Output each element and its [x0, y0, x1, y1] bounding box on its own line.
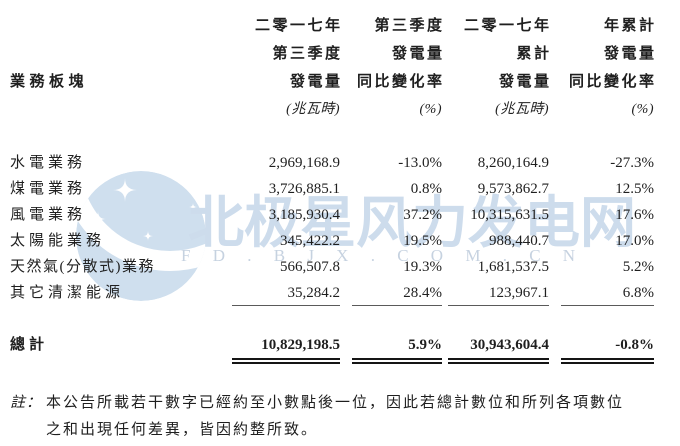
q3-generation-value: 345,422.2 — [280, 233, 340, 249]
footnote-prefix: 註： — [10, 395, 43, 411]
unit-label: (兆瓦時) — [286, 102, 340, 117]
q3-generation-value: 3,726,885.1 — [268, 181, 340, 197]
ytd-change-value: -27.3% — [610, 155, 654, 171]
unit-label: (兆瓦時) — [495, 102, 549, 117]
total-ytd-change: -0.8% — [561, 332, 654, 364]
q3-change-value: 37.2% — [403, 207, 442, 223]
ytd-change-value: 6.8% — [561, 280, 654, 306]
q3-change-value: 19.3% — [403, 259, 442, 275]
total-label: 總計 — [10, 337, 49, 353]
column-header-ytd-generation: 二零一七年 累計 發電量 (兆瓦時) — [442, 12, 549, 124]
ytd-generation-value: 988,440.7 — [489, 233, 549, 249]
row-label: 天然氣(分散式)業務 — [10, 259, 155, 275]
ytd-generation-value: 8,260,164.9 — [477, 155, 549, 171]
total-q3-generation: 10,829,198.5 — [232, 332, 340, 364]
q3-generation-value: 3,185,930.4 — [268, 207, 340, 223]
q3-generation-value: 35,284.2 — [232, 280, 340, 306]
ytd-generation-value: 123,967.1 — [448, 280, 549, 306]
q3-change-value: -13.0% — [398, 155, 442, 171]
total-ytd-generation: 30,943,604.4 — [448, 332, 549, 364]
column-header-q3-change: 第三季度 發電量 同比變化率 (%) — [340, 12, 442, 124]
column-header-segment: 業務板塊 — [10, 74, 89, 90]
q3-generation-value: 2,969,168.9 — [268, 155, 340, 171]
column-header-ytd-change: 年累計 發電量 同比變化率 (%) — [549, 12, 654, 124]
ytd-change-value: 12.5% — [615, 181, 654, 197]
total-q3-change: 5.9% — [352, 332, 442, 364]
ytd-generation-value: 10,315,631.5 — [470, 207, 549, 223]
q3-change-value: 28.4% — [352, 280, 442, 306]
ytd-generation-value: 9,573,862.7 — [477, 181, 549, 197]
ytd-change-value: 5.2% — [622, 259, 654, 275]
q3-change-value: 19.5% — [403, 233, 442, 249]
ytd-generation-value: 1,681,537.5 — [477, 259, 549, 275]
ytd-change-value: 17.6% — [615, 207, 654, 223]
row-label: 太陽能業務 — [10, 233, 106, 249]
q3-change-value: 0.8% — [410, 181, 442, 197]
row-label: 風電業務 — [10, 207, 87, 223]
q3-generation-value: 566,507.8 — [280, 259, 340, 275]
column-header-q3-generation: 二零一七年 第三季度 發電量 (兆瓦時) — [232, 12, 340, 124]
row-label: 煤電業務 — [10, 181, 87, 197]
row-label: 其它清潔能源 — [10, 285, 125, 301]
total-row: 總計 10,829,198.5 5.9% 30,943,604.4 -0.8% — [10, 332, 680, 364]
footnote-text: 本公告所載若干數字已經約至小數點後一位，因此若總計數位和所列各項數位 之和出現任… — [46, 395, 625, 438]
table-header: 業務板塊 二零一七年 第三季度 發電量 (兆瓦時) 第三季度 發電量 同比變化率… — [10, 12, 680, 124]
table-body: 水電業務 2,969,168.9 -13.0% 8,260,164.9 -27.… — [10, 150, 680, 306]
ytd-change-value: 17.0% — [615, 233, 654, 249]
row-label: 水電業務 — [10, 155, 87, 171]
footnote: 註： 本公告所載若干數字已經約至小數點後一位，因此若總計數位和所列各項數位 之和… — [10, 390, 680, 444]
unit-label: (%) — [631, 102, 654, 117]
unit-label: (%) — [419, 102, 442, 117]
